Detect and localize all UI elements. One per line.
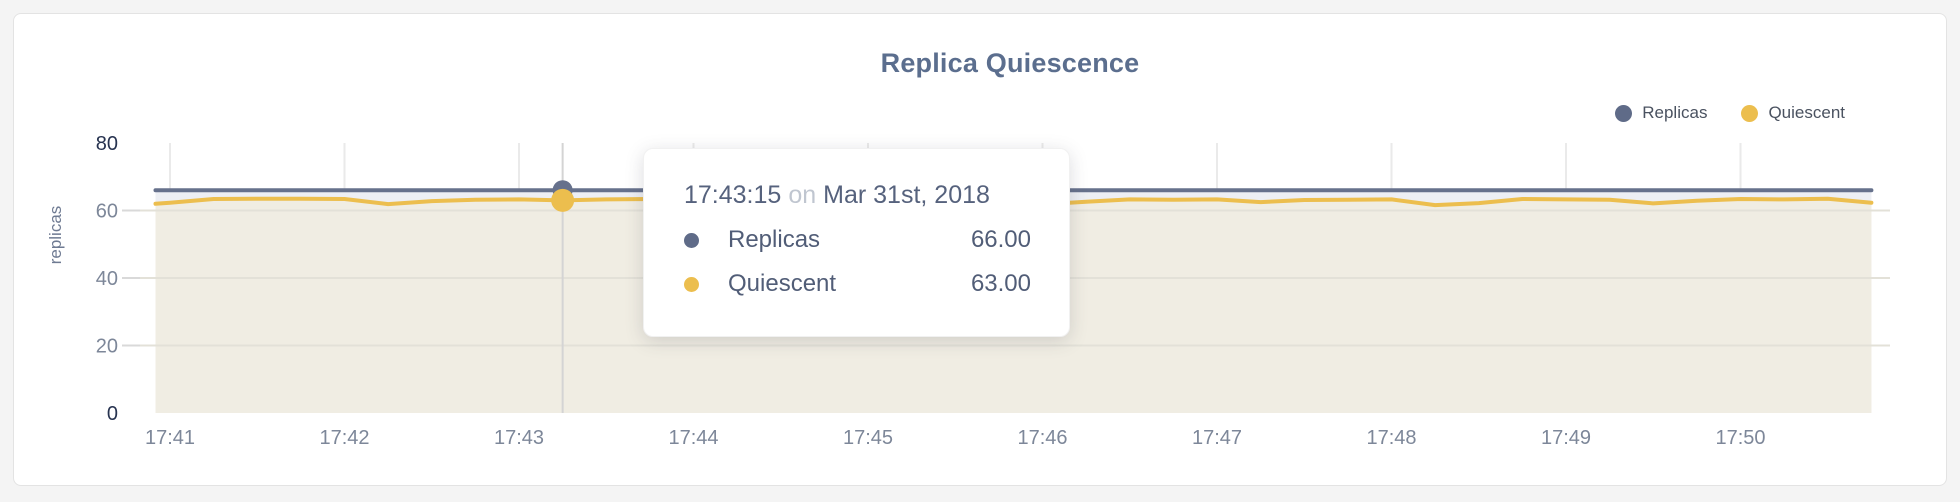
- y-tick-label: 80: [96, 133, 118, 155]
- y-tick-label: 0: [107, 403, 118, 425]
- x-tick-label: 17:43: [494, 427, 544, 449]
- x-tick-label: 17:41: [145, 427, 195, 449]
- tooltip-dot-quiescent-icon: [684, 276, 699, 292]
- tooltip-connector: on: [788, 181, 817, 209]
- chart-title: Replica Quiescence: [880, 48, 1140, 78]
- x-tick-label: 17:46: [1017, 427, 1067, 449]
- x-tick-label: 17:42: [319, 427, 369, 449]
- x-tick-label: 17:45: [843, 427, 893, 449]
- y-tick-label: 40: [96, 268, 118, 290]
- tooltip-time: 17:43:15: [684, 181, 782, 209]
- legend-dot-replicas-icon: [1615, 104, 1633, 122]
- x-tick-label: 17:44: [668, 427, 718, 449]
- y-axis-title: replicas: [46, 205, 65, 265]
- y-tick-label: 60: [96, 201, 118, 223]
- legend-item-quiescent[interactable]: Quiescent: [1741, 103, 1845, 123]
- chart-legend: Replicas Quiescent: [1615, 103, 1845, 123]
- hover-point-quiescent: [551, 188, 575, 212]
- tooltip-dot-replicas-icon: [684, 232, 699, 248]
- y-tick-label: 20: [96, 336, 118, 358]
- legend-item-replicas[interactable]: Replicas: [1615, 103, 1707, 123]
- tooltip-value-replicas: 66.00: [970, 226, 1031, 253]
- x-tick-label: 17:49: [1541, 427, 1591, 449]
- tooltip-row-replicas: Replicas 66.00: [684, 226, 1031, 254]
- tooltip-label-quiescent: Quiescent: [728, 270, 837, 297]
- chart-tooltip: 17:43:15 on Mar 31st, 2018 Replicas 66.00 …: [643, 148, 1070, 337]
- tooltip-date: Mar 31st, 2018: [823, 181, 990, 209]
- tooltip-value-quiescent: 63.00: [970, 270, 1031, 297]
- tooltip-header: 17:43:15 on Mar 31st, 2018: [684, 181, 1031, 210]
- legend-label-quiescent: Quiescent: [1768, 103, 1845, 122]
- x-tick-label: 17:47: [1192, 427, 1242, 449]
- x-tick-label: 17:50: [1715, 427, 1765, 449]
- x-tick-label: 17:48: [1366, 427, 1416, 449]
- tooltip-label-replicas: Replicas: [728, 226, 821, 253]
- legend-label-replicas: Replicas: [1642, 103, 1708, 122]
- tooltip-row-quiescent: Quiescent 63.00: [684, 270, 1031, 298]
- legend-dot-quiescent-icon: [1741, 104, 1759, 122]
